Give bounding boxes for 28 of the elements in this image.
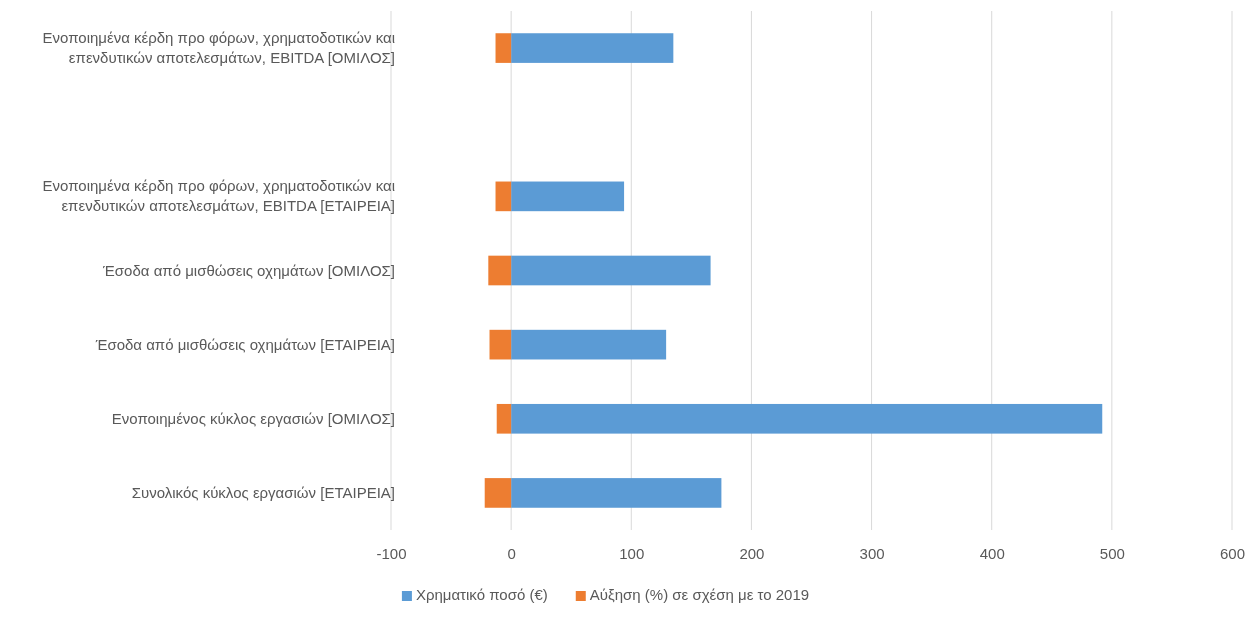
x-tick-label: -100: [376, 544, 407, 562]
x-tick-label: 400: [979, 544, 1005, 562]
bar: [511, 255, 711, 286]
x-tick-label: 300: [859, 544, 885, 562]
bar: [495, 181, 512, 212]
y-tick-label: Έσοδα από μισθώσεις οχημάτων [ΟΜΙΛΟΣ]: [102, 261, 395, 279]
bar: [496, 403, 512, 434]
bar: [488, 255, 512, 286]
x-tick-label: 200: [739, 544, 765, 562]
y-tick-label: Έσοδα από μισθώσεις οχημάτων [ΕΤΑΙΡΕΙΑ]: [94, 335, 395, 353]
y-tick-label: Ενοποιημένος κύκλος εργασιών [ΟΜΙΛΟΣ]: [111, 409, 395, 427]
y-tick-label: Συνολικός κύκλος εργασιών [ΕΤΑΙΡΕΙΑ]: [131, 483, 395, 501]
bar: [511, 33, 674, 63]
bar: [511, 478, 722, 508]
legend-label: Χρηματικό ποσό (€): [415, 586, 548, 603]
x-tick-label: 100: [619, 544, 645, 562]
x-tick-label: 0: [507, 544, 516, 562]
bar: [511, 329, 667, 360]
bar: [511, 403, 1103, 434]
bar: [511, 181, 625, 212]
bar: [484, 478, 512, 508]
y-tick-label: Ενοποιημένα κέρδη προ φόρων, χρηματοδοτικών και επενδυτικών αποτελεσμάτων, EBITDA [ΕΤΑΙΡΕΙΑ]: [42, 177, 395, 215]
bar: [495, 33, 512, 63]
legend-label: Αύξηση (%) σε σχέση με το 2019: [589, 586, 810, 603]
y-tick-label: Ενοποιημένα κέρδη προ φόρων, χρηματοδοτικών και επενδυτικών αποτελεσμάτων, EBITDA [ΟΜΙΛΟΣ]: [42, 29, 395, 67]
x-tick-label: 500: [1099, 544, 1125, 562]
x-tick-label: 600: [1219, 544, 1246, 562]
bar: [489, 329, 512, 360]
